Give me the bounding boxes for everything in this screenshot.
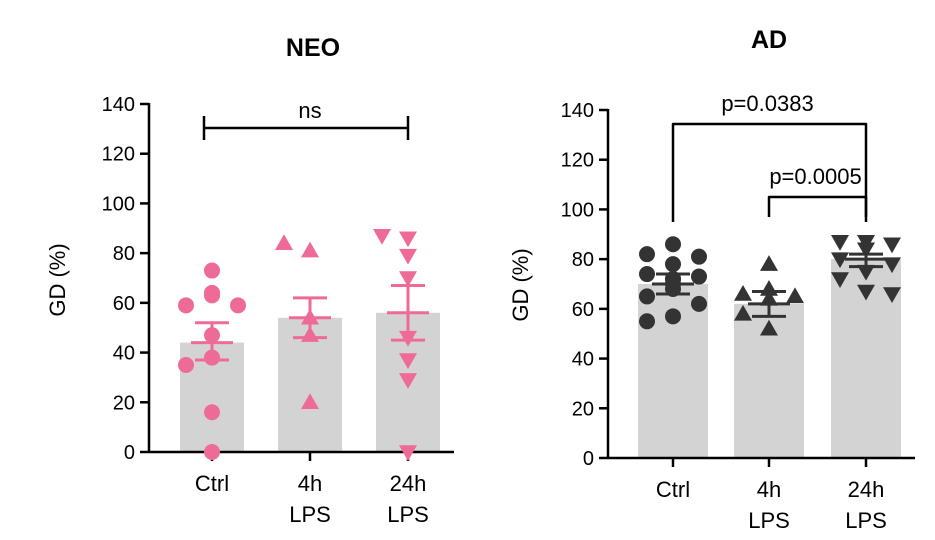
ad-point-2-1 bbox=[831, 234, 849, 251]
ad-point-2-3 bbox=[857, 242, 875, 259]
ad-point-0-3 bbox=[665, 256, 681, 273]
ad-y-tick-label-2: 40 bbox=[572, 349, 594, 371]
neo-point-2-1 bbox=[373, 228, 391, 245]
neo-point-2-5 bbox=[399, 353, 417, 370]
ad-point-1-2 bbox=[734, 284, 752, 301]
ad-y-tick-label-5: 100 bbox=[561, 199, 594, 221]
neo-y-axis-label: GD (%) bbox=[45, 243, 70, 316]
neo-point-0-9 bbox=[204, 444, 220, 460]
ad-category-label-2-1: LPS bbox=[845, 508, 887, 533]
ad-y-tick-label-3: 60 bbox=[572, 299, 594, 321]
neo-point-2-2 bbox=[399, 248, 417, 265]
ad-panel: AD GD (%) 0 20 40 60 80 100 120 140 Ctrl 4h LPS 24h… bbox=[508, 26, 915, 533]
neo-point-2-6 bbox=[399, 373, 417, 389]
ad-significance-label-0: p=0.0383 bbox=[721, 91, 813, 116]
neo-significance-label-0: ns bbox=[298, 98, 321, 123]
ad-point-0-11 bbox=[691, 295, 707, 312]
neo-panel: NEO GD (%) 0 20 40 60 80 100 120 140 Ctrl 4h LPS 24… bbox=[45, 34, 454, 527]
neo-category-label-2-1: LPS bbox=[387, 502, 429, 527]
ad-point-0-4 bbox=[639, 266, 655, 283]
ad-category-label-2-0: 24h bbox=[848, 477, 885, 502]
ad-category-label-0-0: Ctrl bbox=[656, 477, 690, 502]
ad-significance-bracket-1 bbox=[767, 195, 868, 217]
neo-category-label-1-1: LPS bbox=[289, 502, 331, 527]
ad-point-1-0 bbox=[760, 255, 778, 271]
neo-y-tick-label-0: 0 bbox=[124, 442, 135, 464]
ad-point-0-2 bbox=[691, 248, 707, 265]
neo-point-1-4 bbox=[301, 393, 319, 410]
neo-y-tick-label-7: 140 bbox=[102, 94, 135, 116]
ad-significance-bracket-0 bbox=[671, 122, 868, 222]
neo-point-1-0 bbox=[301, 241, 319, 258]
neo-point-2-0 bbox=[399, 231, 417, 248]
ad-significance-label-1: p=0.0005 bbox=[769, 164, 861, 189]
ad-point-2-6 bbox=[857, 264, 875, 281]
ad-point-2-4 bbox=[831, 252, 849, 269]
neo-category-label-1-0: 4h bbox=[298, 471, 322, 496]
ad-y-axis-label: GD (%) bbox=[508, 248, 533, 321]
ad-point-1-6 bbox=[760, 319, 778, 336]
neo-y-tick-label-6: 120 bbox=[102, 144, 135, 166]
neo-point-0-3 bbox=[230, 297, 246, 314]
neo-significance-bracket-0 bbox=[202, 116, 410, 140]
ad-y-tick-label-0: 0 bbox=[583, 448, 594, 470]
neo-category-label-2-0: 24h bbox=[390, 471, 427, 496]
ad-category-label-1-0: 4h bbox=[757, 477, 781, 502]
ad-point-0-13 bbox=[639, 313, 655, 330]
ad-y-tick-label-1: 20 bbox=[572, 398, 594, 420]
ad-point-0-5 bbox=[691, 268, 707, 285]
ad-point-2-5 bbox=[883, 257, 901, 274]
ad-point-0-10 bbox=[639, 288, 655, 305]
neo-category-label-0-0: Ctrl bbox=[195, 471, 229, 496]
ad-point-0-12 bbox=[665, 308, 681, 325]
ad-point-2-8 bbox=[857, 284, 875, 301]
ad-point-2-9 bbox=[883, 287, 901, 303]
ad-point-2-2 bbox=[883, 237, 901, 254]
neo-point-0-0 bbox=[204, 262, 220, 279]
ad-title: AD bbox=[751, 26, 787, 54]
neo-y-tick-label-4: 80 bbox=[113, 243, 135, 265]
ad-category-label-1-1: LPS bbox=[748, 508, 790, 533]
ad-point-1-5 bbox=[734, 304, 752, 321]
ad-point-0-0 bbox=[665, 236, 681, 253]
neo-point-0-2 bbox=[178, 297, 194, 314]
neo-point-0-7 bbox=[178, 357, 194, 373]
neo-y-tick-label-1: 20 bbox=[113, 392, 135, 414]
ad-point-2-7 bbox=[831, 272, 849, 289]
ad-y-tick-label-6: 120 bbox=[561, 150, 594, 172]
neo-point-0-8 bbox=[204, 404, 220, 421]
ad-y-tick-label-7: 140 bbox=[561, 100, 594, 122]
neo-y-tick-label-3: 60 bbox=[113, 293, 135, 315]
neo-y-tick-label-2: 40 bbox=[113, 343, 135, 365]
neo-point-2-7 bbox=[399, 445, 417, 461]
ad-point-0-1 bbox=[639, 246, 655, 263]
neo-point-2-3 bbox=[399, 271, 417, 287]
neo-point-1-1 bbox=[275, 234, 293, 250]
ad-point-1-3 bbox=[786, 287, 804, 304]
ad-y-tick-label-4: 80 bbox=[572, 249, 594, 271]
neo-y-tick-label-5: 100 bbox=[102, 193, 135, 215]
neo-point-0-4 bbox=[204, 287, 220, 304]
neo-title: NEO bbox=[286, 34, 340, 62]
